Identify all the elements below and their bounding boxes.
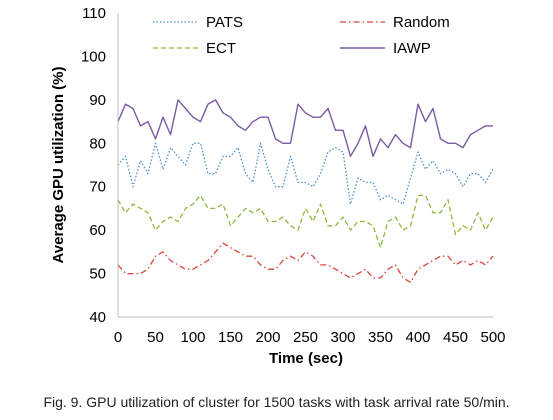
x-tick-label: 500 bbox=[480, 329, 505, 346]
x-tick-label: 0 bbox=[114, 329, 122, 346]
y-tick-label: 80 bbox=[89, 135, 106, 152]
x-tick-label: 250 bbox=[293, 329, 318, 346]
series-line-random bbox=[117, 242, 494, 283]
x-tick-label: 50 bbox=[147, 329, 164, 346]
x-tick-label: 150 bbox=[218, 329, 243, 346]
figure-caption: Fig. 9. GPU utilization of cluster for 1… bbox=[43, 394, 510, 410]
series-line-ect bbox=[117, 194, 494, 249]
y-tick-label: 90 bbox=[89, 92, 106, 109]
y-tick-label: 60 bbox=[89, 222, 106, 239]
x-tick-label: 400 bbox=[405, 329, 430, 346]
chart-axes bbox=[117, 13, 493, 318]
y-tick-label: 70 bbox=[89, 179, 106, 196]
x-tick-label: 100 bbox=[180, 329, 205, 346]
y-tick-label: 110 bbox=[82, 5, 106, 22]
y-axis-title: Average GPU utilization (%) bbox=[50, 67, 67, 264]
legend-label-pats: PATS bbox=[206, 14, 243, 31]
y-tick-labels: 40 50 60 70 80 90 100 110 bbox=[81, 5, 106, 326]
series-line-pats bbox=[117, 142, 494, 205]
legend-label-ect: ECT bbox=[206, 40, 236, 57]
legend-label-random: Random bbox=[393, 14, 450, 31]
y-tick-label: 40 bbox=[89, 309, 106, 326]
series-line-iawp bbox=[117, 99, 493, 158]
x-tick-label: 200 bbox=[255, 329, 280, 346]
x-tick-label: 450 bbox=[443, 329, 468, 346]
y-tick-label: 50 bbox=[89, 266, 106, 283]
x-axis-title: Time (sec) bbox=[269, 350, 343, 367]
y-tick-label: 100 bbox=[81, 48, 106, 65]
x-tick-label: 350 bbox=[368, 329, 393, 346]
gpu-utilization-line-chart: 40 50 60 70 80 90 100 110 0 50 100 150 200 250 300 350… bbox=[50, 5, 506, 367]
plot-lines bbox=[117, 99, 494, 283]
chart-legend: PATS Random ECT IAWP bbox=[153, 14, 450, 57]
legend-label-iawp: IAWP bbox=[393, 40, 431, 57]
x-tick-label: 300 bbox=[330, 329, 355, 346]
x-tick-labels: 0 50 100 150 200 250 300 350 400 450 500 bbox=[114, 329, 506, 346]
